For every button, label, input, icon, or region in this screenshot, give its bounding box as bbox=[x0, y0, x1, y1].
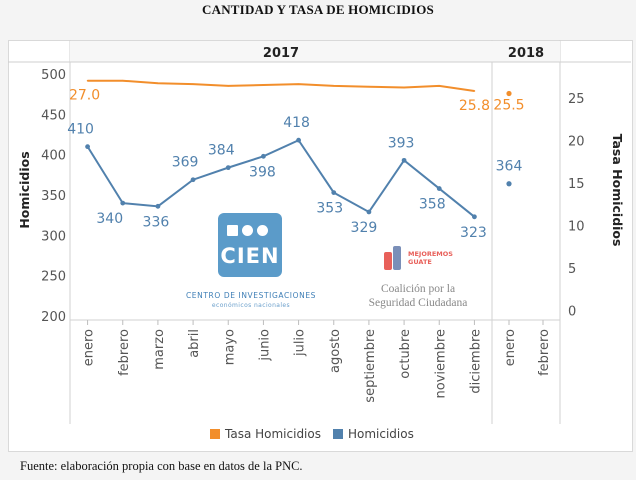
y-right-tick-5: 5 bbox=[568, 262, 576, 277]
homicidios-label-11: 323 bbox=[460, 225, 487, 241]
x-tick-label-5: junio bbox=[257, 329, 272, 362]
y-left-title: Homicidios bbox=[17, 151, 32, 228]
homicidios-label-2: 336 bbox=[143, 214, 170, 230]
tasa-point-3 bbox=[192, 83, 194, 85]
homicidios-label-0: 410 bbox=[67, 122, 94, 138]
tasa-point-7 bbox=[332, 85, 335, 87]
coalicion-line-2: Seguridad Ciudadana bbox=[368, 297, 468, 309]
x-tick-label-10: noviembre bbox=[433, 329, 448, 398]
homicidios-label-1: 340 bbox=[96, 211, 123, 227]
year-header-2018: 2018 bbox=[508, 46, 544, 61]
legend-label-tasa: Tasa Homicidios bbox=[225, 427, 321, 441]
legend-swatch-tasa bbox=[210, 429, 220, 439]
year-header-2017: 2017 bbox=[263, 46, 299, 61]
mejoremos-guate-logo bbox=[384, 246, 402, 270]
tasa-line-2017 bbox=[87, 79, 475, 92]
tasa-point-2018-0 bbox=[506, 90, 512, 97]
homicidios-label-6: 418 bbox=[283, 115, 310, 131]
page-title: CANTIDAD Y TASA DE HOMICIDIOS bbox=[202, 2, 434, 17]
y-right-tick-15: 15 bbox=[568, 177, 585, 192]
homicidios-point-0 bbox=[85, 144, 90, 150]
legend-item-homicidios[interactable]: Homicidios bbox=[332, 427, 414, 441]
legend-item-tasa[interactable]: Tasa Homicidios bbox=[210, 427, 321, 441]
homicidios-point-6 bbox=[296, 137, 301, 143]
x-tick-label-6: julio bbox=[293, 329, 308, 357]
tasa-point-6 bbox=[297, 83, 300, 85]
year-header-band bbox=[70, 41, 560, 62]
homicidios-point-1 bbox=[120, 200, 126, 206]
y-left-tick-350: 350 bbox=[41, 189, 66, 204]
tasa-label-11: 25.8 bbox=[459, 98, 490, 114]
homicidios-label-5: 398 bbox=[249, 164, 276, 180]
y-right-tick-20: 20 bbox=[568, 134, 585, 149]
x-tick-label-12: enero bbox=[503, 329, 518, 366]
cien-logo-text: CIEN bbox=[220, 244, 280, 268]
homicidios-point-2018-0 bbox=[506, 181, 512, 187]
x-tick-label-7: agosto bbox=[328, 329, 343, 373]
homicidios-point-5 bbox=[261, 153, 266, 159]
homicidios-point-10 bbox=[436, 186, 442, 191]
homicidios-label-8: 329 bbox=[351, 220, 378, 236]
tasa-point-9 bbox=[403, 86, 405, 89]
homicidios-label-4: 384 bbox=[208, 143, 235, 159]
y-left-tick-200: 200 bbox=[41, 310, 66, 325]
cien-name: CENTRO DE INVESTIGACIONES bbox=[185, 291, 317, 300]
footnote: Fuente: elaboración propia con base en d… bbox=[20, 459, 303, 473]
tasa-point-2 bbox=[157, 82, 159, 85]
y-left-tick-500: 500 bbox=[41, 68, 66, 83]
tasa-point-10 bbox=[438, 85, 441, 87]
homicidios-point-4 bbox=[225, 165, 231, 171]
tasa-point-8 bbox=[368, 85, 370, 88]
x-tick-label-3: abril bbox=[187, 329, 202, 358]
x-tick-label-0: enero bbox=[82, 329, 97, 366]
homicidios-point-2 bbox=[155, 203, 161, 209]
y-left-tick-400: 400 bbox=[41, 149, 66, 164]
y-right-title: Tasa Homicidios bbox=[610, 134, 625, 247]
tasa-point-1 bbox=[121, 79, 124, 82]
mejoremos-line-1: MEJOREMOS bbox=[408, 250, 453, 258]
cien-logo: CIEN bbox=[218, 213, 282, 277]
chart-frame bbox=[8, 40, 633, 452]
tasa-label-0: 27.0 bbox=[69, 88, 100, 104]
mejoremos-line-2: GUATE bbox=[408, 258, 432, 266]
x-tick-label-4: mayo bbox=[222, 329, 237, 365]
homicidios-point-7 bbox=[331, 190, 337, 196]
homicidios-label-3: 369 bbox=[172, 155, 199, 171]
tasa-point-4 bbox=[227, 85, 230, 87]
tasa-point-0 bbox=[86, 79, 89, 82]
homicidios-point-3 bbox=[190, 177, 196, 183]
legend-swatch-homicidios bbox=[332, 429, 343, 439]
x-tick-label-13: febrero bbox=[537, 329, 552, 376]
cien-subtitle: económicos nacionales bbox=[211, 302, 291, 309]
homicidios-point-9 bbox=[401, 157, 407, 163]
homicidios-label-9: 393 bbox=[388, 135, 415, 151]
x-tick-label-11: diciembre bbox=[468, 329, 483, 394]
tasa-point-5 bbox=[262, 84, 265, 86]
coalicion-line-1: Coalición por la bbox=[380, 283, 456, 295]
homicidios-label-10: 358 bbox=[419, 197, 446, 213]
tasa-point-11 bbox=[473, 90, 476, 92]
x-tick-label-1: febrero bbox=[117, 329, 132, 376]
y-left-tick-250: 250 bbox=[41, 270, 66, 285]
homicidios-point-8 bbox=[366, 209, 372, 215]
legend-label-homicidios: Homicidios bbox=[347, 427, 414, 441]
y-right-tick-0: 0 bbox=[568, 305, 576, 320]
homicidios-line-2017 bbox=[86, 138, 476, 218]
tasa-label-2018-0: 25.5 bbox=[493, 98, 524, 114]
y-right-tick-10: 10 bbox=[568, 219, 585, 234]
x-tick-label-2: marzo bbox=[152, 329, 167, 370]
y-left-tick-300: 300 bbox=[41, 229, 66, 244]
y-right-tick-25: 25 bbox=[568, 92, 585, 107]
x-tick-label-9: octubre bbox=[398, 329, 413, 379]
mejoremos-guate-text: MEJOREMOS GUATE bbox=[408, 250, 453, 266]
y-left-tick-450: 450 bbox=[41, 108, 66, 123]
homicidios-label-7: 353 bbox=[316, 201, 343, 217]
legend: Tasa Homicidios Homicidios bbox=[210, 424, 414, 444]
homicidios-label-2018-0: 364 bbox=[496, 159, 523, 175]
x-tick-label-8: septiembre bbox=[363, 329, 378, 403]
homicidios-point-11 bbox=[472, 214, 477, 220]
